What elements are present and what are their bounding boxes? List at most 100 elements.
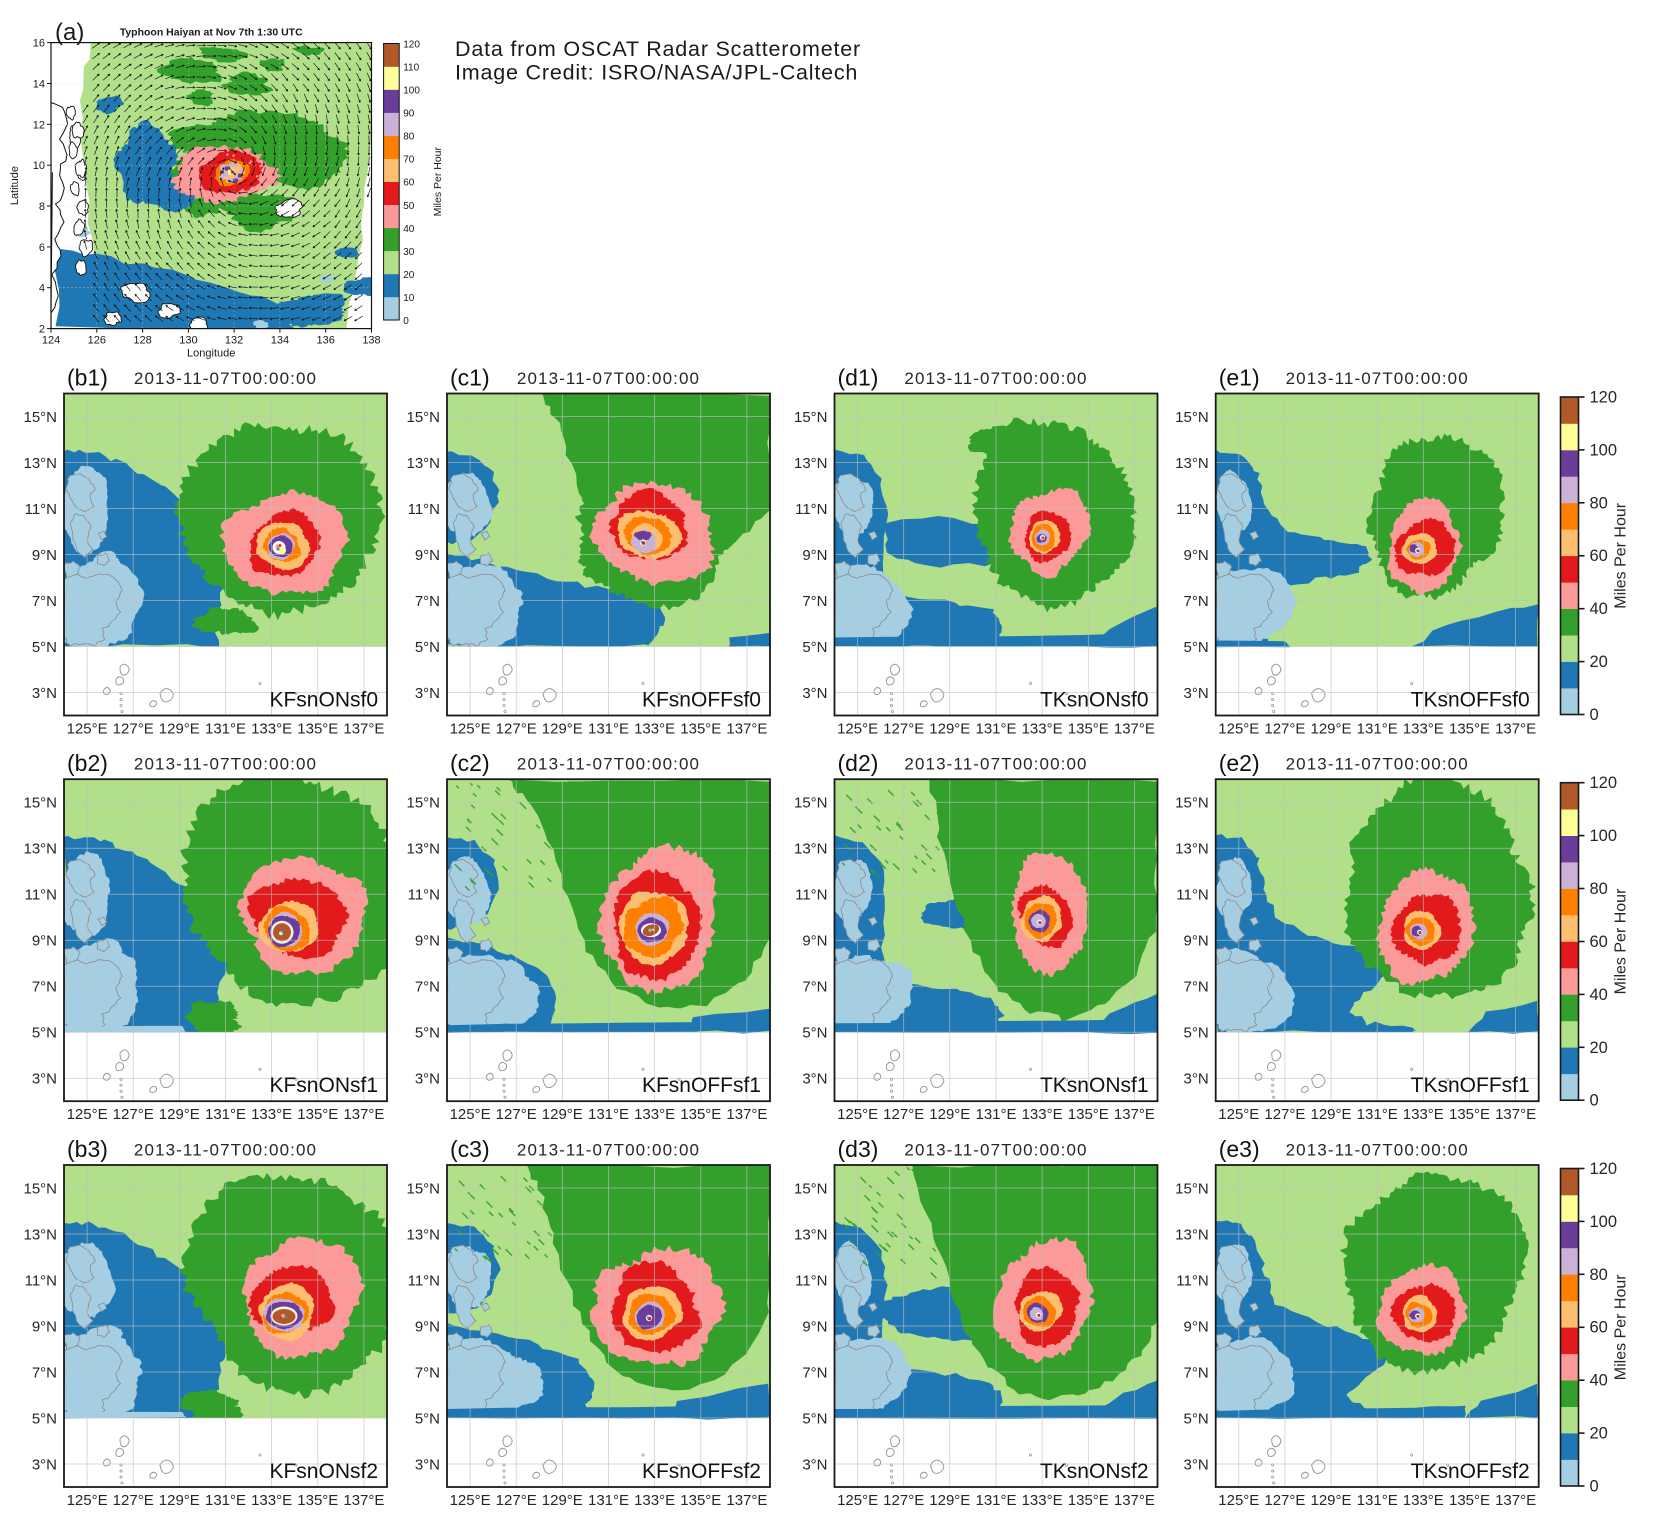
svg-text:TKsnOFFsf0: TKsnOFFsf0	[1411, 689, 1530, 712]
svg-text:5°N: 5°N	[1184, 1025, 1209, 1042]
svg-text:6: 6	[39, 242, 45, 254]
svg-text:125°E: 125°E	[837, 1492, 878, 1509]
svg-text:131°E: 131°E	[975, 721, 1016, 738]
svg-text:2013-11-07T00:00:00: 2013-11-07T00:00:00	[904, 1141, 1087, 1160]
svg-text:127°E: 127°E	[496, 1106, 537, 1123]
svg-text:7°N: 7°N	[415, 1365, 440, 1382]
svg-text:127°E: 127°E	[113, 1492, 154, 1509]
svg-text:13°N: 13°N	[794, 455, 828, 472]
svg-text:70: 70	[403, 155, 415, 166]
svg-text:11°N: 11°N	[408, 1273, 440, 1290]
svg-text:131°E: 131°E	[1357, 1492, 1398, 1509]
svg-text:13°N: 13°N	[406, 1227, 440, 1244]
svg-text:133°E: 133°E	[634, 1492, 675, 1509]
svg-text:9°N: 9°N	[415, 547, 440, 564]
svg-text:133°E: 133°E	[1403, 1106, 1444, 1123]
svg-text:135°E: 135°E	[297, 1492, 338, 1509]
svg-text:135°E: 135°E	[1068, 721, 1109, 738]
svg-text:125°E: 125°E	[837, 721, 878, 738]
svg-text:129°E: 129°E	[1310, 1492, 1351, 1509]
svg-text:7°N: 7°N	[415, 979, 440, 996]
svg-text:137°E: 137°E	[1114, 1106, 1155, 1123]
svg-text:15°N: 15°N	[794, 1181, 828, 1198]
svg-text:11°N: 11°N	[1176, 887, 1208, 904]
svg-text:7°N: 7°N	[32, 979, 57, 996]
svg-text:131°E: 131°E	[1357, 1106, 1398, 1123]
svg-text:13°N: 13°N	[23, 455, 57, 472]
svg-text:137°E: 137°E	[1495, 1492, 1536, 1509]
svg-text:133°E: 133°E	[1403, 721, 1444, 738]
svg-text:3°N: 3°N	[32, 1071, 57, 1088]
svg-text:13°N: 13°N	[1175, 841, 1209, 858]
svg-text:138: 138	[362, 335, 380, 347]
svg-text:125°E: 125°E	[67, 1492, 108, 1509]
svg-text:11°N: 11°N	[25, 501, 57, 518]
svg-text:7°N: 7°N	[415, 593, 440, 610]
svg-text:Image Credit: ISRO/NASA/JPL-Ca: Image Credit: ISRO/NASA/JPL-Caltech	[455, 61, 858, 85]
svg-text:133°E: 133°E	[251, 721, 292, 738]
svg-text:3°N: 3°N	[32, 1457, 57, 1474]
svg-text:125°E: 125°E	[450, 1492, 491, 1509]
svg-text:137°E: 137°E	[1114, 1492, 1155, 1509]
svg-text:124: 124	[42, 335, 60, 347]
svg-text:15°N: 15°N	[406, 409, 440, 426]
svg-text:136: 136	[317, 335, 335, 347]
svg-text:15°N: 15°N	[794, 795, 828, 812]
svg-text:15°N: 15°N	[23, 795, 57, 812]
svg-text:5°N: 5°N	[32, 1411, 57, 1428]
svg-text:20: 20	[1590, 1039, 1608, 1057]
svg-text:TKsnONsf1: TKsnONsf1	[1040, 1074, 1149, 1097]
svg-text:11°N: 11°N	[795, 1273, 827, 1290]
svg-text:5°N: 5°N	[32, 1025, 57, 1042]
svg-text:125°E: 125°E	[1218, 1106, 1259, 1123]
svg-text:129°E: 129°E	[159, 1106, 200, 1123]
svg-text:60: 60	[1590, 933, 1608, 951]
svg-text:7°N: 7°N	[802, 1365, 827, 1382]
svg-text:9°N: 9°N	[802, 1319, 827, 1336]
svg-text:2013-11-07T00:00:00: 2013-11-07T00:00:00	[904, 755, 1087, 774]
svg-text:0: 0	[403, 316, 409, 327]
svg-text:11°N: 11°N	[25, 887, 57, 904]
svg-text:80: 80	[1590, 1266, 1608, 1284]
svg-text:125°E: 125°E	[450, 1106, 491, 1123]
svg-text:2013-11-07T00:00:00: 2013-11-07T00:00:00	[517, 1141, 700, 1160]
svg-text:135°E: 135°E	[680, 1492, 721, 1509]
svg-text:15°N: 15°N	[1175, 409, 1209, 426]
svg-text:(d2): (d2)	[838, 750, 879, 776]
svg-text:(e2): (e2)	[1219, 750, 1260, 776]
svg-text:5°N: 5°N	[802, 639, 827, 656]
svg-text:9°N: 9°N	[802, 547, 827, 564]
svg-text:5°N: 5°N	[802, 1411, 827, 1428]
svg-text:127°E: 127°E	[113, 721, 154, 738]
svg-text:(d1): (d1)	[838, 365, 879, 391]
svg-text:5°N: 5°N	[415, 639, 440, 656]
svg-text:133°E: 133°E	[1022, 1492, 1063, 1509]
svg-text:100: 100	[1590, 827, 1618, 845]
svg-text:129°E: 129°E	[159, 721, 200, 738]
svg-text:129°E: 129°E	[542, 1106, 583, 1123]
svg-text:5°N: 5°N	[415, 1025, 440, 1042]
svg-text:100: 100	[1590, 1213, 1618, 1231]
svg-text:16: 16	[33, 38, 45, 50]
svg-text:50: 50	[403, 201, 415, 212]
svg-text:5°N: 5°N	[415, 1411, 440, 1428]
svg-text:9°N: 9°N	[1184, 1319, 1209, 1336]
svg-text:0: 0	[1590, 1478, 1599, 1496]
svg-text:9°N: 9°N	[802, 933, 827, 950]
svg-text:3°N: 3°N	[802, 685, 827, 702]
svg-text:9°N: 9°N	[32, 933, 57, 950]
svg-text:90: 90	[403, 109, 415, 120]
svg-text:129°E: 129°E	[159, 1492, 200, 1509]
svg-text:Miles Per Hour: Miles Per Hour	[1613, 502, 1630, 608]
svg-text:135°E: 135°E	[1449, 1492, 1490, 1509]
svg-text:129°E: 129°E	[929, 1106, 970, 1123]
svg-text:4: 4	[39, 283, 45, 295]
svg-text:125°E: 125°E	[1218, 1492, 1259, 1509]
svg-text:127°E: 127°E	[113, 1106, 154, 1123]
svg-text:3°N: 3°N	[802, 1457, 827, 1474]
svg-text:KFsnOFFsf0: KFsnOFFsf0	[642, 689, 761, 712]
svg-text:Typhoon Haiyan at Nov 7th 1:30: Typhoon Haiyan at Nov 7th 1:30 UTC	[120, 27, 303, 39]
svg-text:Data from OSCAT Radar Scattero: Data from OSCAT Radar Scatterometer	[455, 37, 861, 61]
svg-text:137°E: 137°E	[726, 721, 767, 738]
svg-text:15°N: 15°N	[1175, 795, 1209, 812]
